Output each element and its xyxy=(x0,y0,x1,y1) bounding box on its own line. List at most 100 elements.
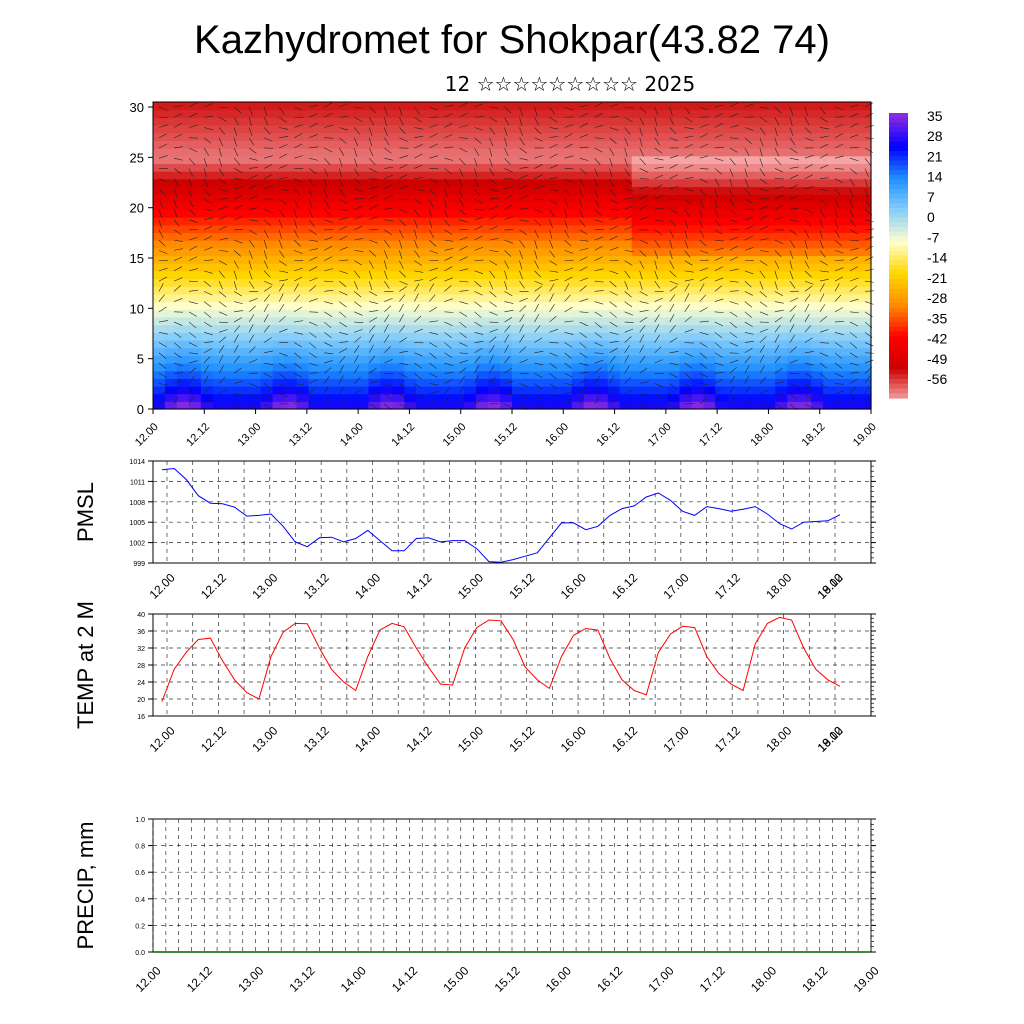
heatmap-cell xyxy=(631,171,645,180)
heatmap-cell xyxy=(631,332,645,341)
wind-barb xyxy=(774,216,784,220)
heatmap-cell xyxy=(631,109,645,118)
wind-barb xyxy=(309,229,318,235)
heatmap-cell xyxy=(296,385,310,395)
heatmap-cell xyxy=(464,309,477,318)
heatmap-cell xyxy=(739,362,752,372)
wind-barb xyxy=(474,356,481,364)
wind-barb xyxy=(699,307,708,313)
heatmap-cell xyxy=(763,401,776,410)
colorbar-label: 28 xyxy=(927,128,943,144)
heatmap-cell xyxy=(811,217,824,226)
wind-barb xyxy=(759,280,764,290)
heatmap-cell xyxy=(236,255,250,264)
heatmap-cell xyxy=(655,201,669,211)
heatmap-cell xyxy=(679,224,693,234)
heatmap-cell xyxy=(512,178,525,188)
heatmap-cell xyxy=(667,370,681,379)
heatmap-cell xyxy=(607,148,621,157)
wind-barb xyxy=(414,393,423,397)
wind-barb xyxy=(744,127,754,131)
heatmap-cell xyxy=(799,378,812,387)
heatmap-cell xyxy=(547,332,561,341)
heatmap-cell xyxy=(464,263,477,272)
heatmap-cell xyxy=(368,125,381,134)
x-tick-label: 16.12 xyxy=(594,421,622,449)
heatmap-cell xyxy=(859,194,872,203)
wind-barb xyxy=(293,209,298,219)
heatmap-cell xyxy=(823,209,836,218)
wind-barb xyxy=(804,383,813,390)
heatmap-cell xyxy=(535,155,549,164)
heatmap-cell xyxy=(523,201,537,211)
heatmap-cell xyxy=(703,339,717,349)
heatmap-cell xyxy=(296,171,310,180)
heatmap-cell xyxy=(332,171,346,180)
wind-barb xyxy=(534,393,542,400)
heatmap-cell xyxy=(416,332,429,341)
wind-barb xyxy=(158,133,168,138)
heatmap-cell xyxy=(703,401,717,410)
heatmap-cell xyxy=(500,186,513,195)
heatmap-cell xyxy=(859,332,872,341)
wind-barb xyxy=(804,219,812,227)
wind-barb xyxy=(609,365,615,374)
heatmap-cell xyxy=(535,125,549,134)
wind-barb xyxy=(459,236,468,241)
heatmap-cell xyxy=(559,332,573,341)
heatmap-cell xyxy=(488,347,501,356)
heatmap-cell xyxy=(667,324,681,333)
heatmap-cell xyxy=(440,148,453,157)
heatmap-cell xyxy=(787,393,800,402)
wind-barb xyxy=(729,352,739,354)
heatmap-cell xyxy=(571,401,585,410)
heatmap-cell xyxy=(823,286,836,295)
heatmap-cell xyxy=(715,194,728,203)
wind-barb xyxy=(399,337,408,343)
wind-barb xyxy=(369,216,378,220)
heatmap-cell xyxy=(835,178,848,188)
wind-barb xyxy=(429,398,437,405)
heatmap-cell xyxy=(188,247,202,257)
heatmap-cell xyxy=(763,362,776,372)
heatmap-cell xyxy=(464,332,477,341)
temp-x-tick-label: 18.00 xyxy=(763,723,794,754)
heatmap-cell xyxy=(320,224,334,234)
heatmap-cell xyxy=(248,201,262,211)
wind-barb xyxy=(354,354,359,364)
heatmap-cell xyxy=(416,132,429,141)
colorbar-segment xyxy=(889,303,908,309)
wind-barb xyxy=(729,236,739,241)
heatmap-cell xyxy=(787,217,800,226)
wind-barb xyxy=(849,168,858,175)
heatmap-cell xyxy=(703,117,717,126)
wind-barb xyxy=(218,291,227,298)
wind-barb xyxy=(203,321,212,328)
heatmap-cell xyxy=(416,209,429,218)
wind-barb xyxy=(324,158,331,166)
heatmap-cell xyxy=(260,178,274,188)
heatmap-cell xyxy=(787,201,800,211)
wind-barb xyxy=(384,219,394,222)
heatmap-cell xyxy=(236,171,250,180)
heatmap-cell xyxy=(691,125,705,134)
pmsl-y-tick-label: 1011 xyxy=(130,479,145,486)
wind-barb xyxy=(849,122,859,128)
x-tick-label: 12.00 xyxy=(133,421,161,449)
wind-barb xyxy=(234,310,244,313)
heatmap-cell xyxy=(619,247,633,257)
wind-barb xyxy=(624,197,634,200)
wind-barb xyxy=(729,280,739,283)
heatmap-cell xyxy=(164,140,178,149)
heatmap-cell xyxy=(775,339,788,349)
heatmap-cell xyxy=(284,393,298,402)
heatmap-cell xyxy=(799,270,812,280)
wind-barb xyxy=(654,250,659,259)
heatmap-cell xyxy=(392,301,405,310)
wind-barb xyxy=(699,133,708,138)
heatmap-cell xyxy=(571,378,585,387)
wind-barb xyxy=(654,239,661,248)
heatmap-cell xyxy=(715,247,728,257)
heatmap-cell xyxy=(176,155,190,164)
wind-barb xyxy=(248,393,257,400)
